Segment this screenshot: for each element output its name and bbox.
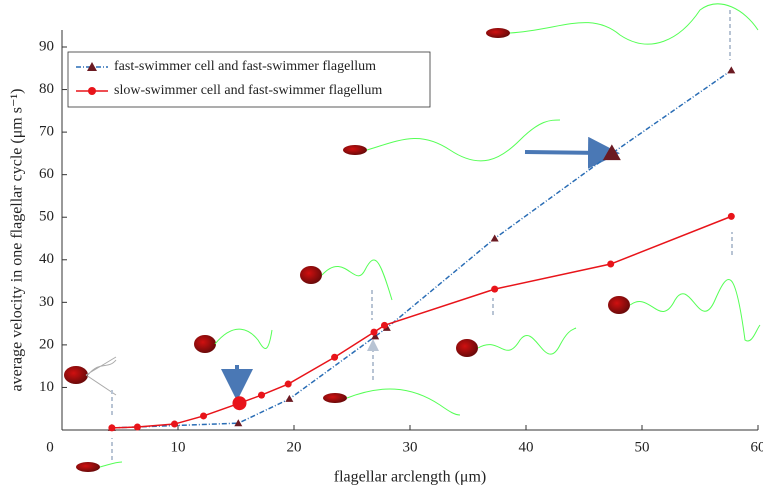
legend: fast-swimmer cell and fast-swimmer flage… [68, 52, 430, 107]
x-tick-label: 50 [635, 439, 650, 455]
data-point [728, 213, 735, 220]
x-tick-label: 30 [403, 439, 418, 455]
data-point [491, 286, 498, 293]
data-point [232, 396, 246, 410]
data-point [258, 392, 265, 399]
y-tick-label: 20 [39, 336, 54, 352]
data-point [371, 329, 378, 336]
x-tick-label: 60 [751, 439, 763, 455]
data-point [134, 424, 141, 431]
data-point [108, 424, 115, 431]
x-tick-label: 40 [519, 439, 534, 455]
x-axis-label: flagellar arclength (μm) [334, 469, 487, 486]
data-point [285, 381, 292, 388]
series [108, 66, 735, 430]
x-tick-label: 0 [46, 439, 54, 455]
y-axis-label: average velocity in one flagellar cycle … [9, 88, 26, 391]
x-tick-label: 10 [171, 439, 186, 455]
y-tick-label: 70 [39, 124, 54, 140]
y-tick-label: 80 [39, 81, 54, 97]
x-tick-label: 20 [287, 439, 302, 455]
y-tick-label: 40 [39, 251, 54, 267]
legend-marker [88, 87, 96, 95]
series-line [112, 216, 731, 428]
series-line [112, 70, 731, 427]
y-tick-label: 90 [39, 38, 54, 54]
data-point [603, 144, 621, 160]
data-point [171, 421, 178, 428]
data-point [727, 66, 735, 73]
y-tick-label: 10 [39, 379, 54, 395]
y-tick-label: 50 [39, 209, 54, 225]
legend-label: slow-swimmer cell and fast-swimmer flage… [114, 83, 382, 98]
data-point [607, 261, 614, 268]
data-point [200, 412, 207, 419]
y-tick-label: 60 [39, 166, 54, 182]
y-tick-label: 30 [39, 294, 54, 310]
data-point [381, 322, 388, 329]
data-point [331, 354, 338, 361]
series [108, 213, 734, 432]
legend-label: fast-swimmer cell and fast-swimmer flage… [114, 59, 376, 74]
